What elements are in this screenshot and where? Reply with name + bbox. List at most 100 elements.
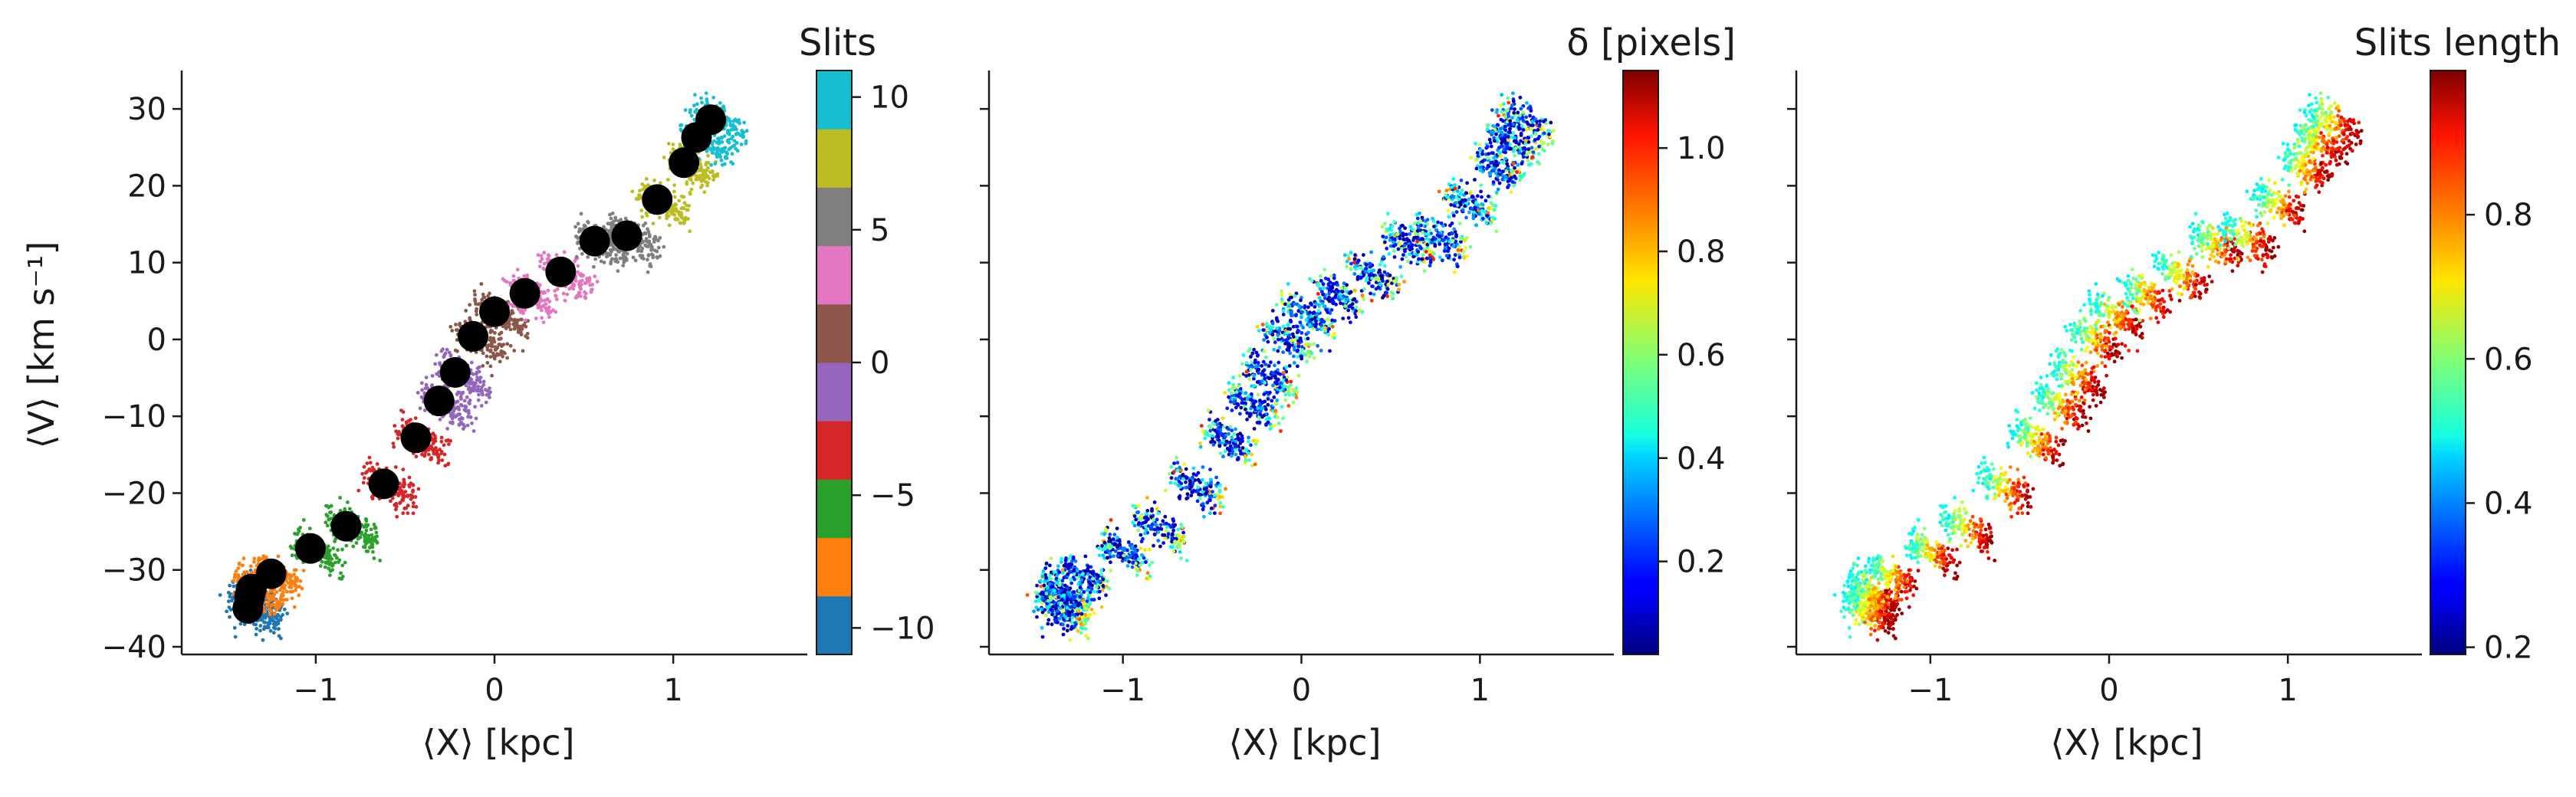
slit-point xyxy=(297,584,301,589)
delta-point xyxy=(1327,287,1332,292)
slit-point xyxy=(267,599,271,604)
delta-point xyxy=(1293,361,1296,365)
delta-point xyxy=(1141,521,1145,525)
delta-point-cloud xyxy=(1025,91,1556,642)
delta-point xyxy=(1125,548,1129,553)
delta-point xyxy=(1224,487,1227,491)
slit-point xyxy=(250,570,255,575)
slit-point xyxy=(468,382,472,386)
colorbar-label-slits: Slits xyxy=(799,21,876,64)
slit-point xyxy=(245,570,249,574)
slit-point xyxy=(416,391,420,395)
slit-point xyxy=(472,289,477,294)
delta-point xyxy=(1145,496,1149,500)
slit-point xyxy=(324,520,328,525)
delta-point xyxy=(1296,344,1301,349)
slit-point xyxy=(700,100,704,105)
slit-point xyxy=(416,487,421,491)
delta-point xyxy=(1043,566,1048,570)
slit-point xyxy=(264,612,268,617)
delta-point xyxy=(1127,559,1132,564)
slit-point xyxy=(477,365,481,369)
delta-point xyxy=(1066,566,1070,571)
slit-point xyxy=(488,348,493,353)
delta-point xyxy=(1039,607,1043,612)
delta-point xyxy=(1063,558,1068,562)
slit-point xyxy=(726,138,731,142)
delta-point xyxy=(1249,354,1253,359)
delta-point xyxy=(1314,313,1319,317)
slit-point xyxy=(226,590,231,595)
slit-point xyxy=(619,218,623,222)
slit-point xyxy=(649,248,653,252)
delta-point xyxy=(1145,509,1150,513)
slit-point xyxy=(565,292,570,297)
delta-point xyxy=(1057,617,1062,621)
delta-point xyxy=(1300,315,1303,320)
delta-point xyxy=(1322,267,1327,272)
x-axis-label-slits: ⟨X⟩ [kpc] xyxy=(422,722,574,763)
delta-point xyxy=(1214,419,1217,423)
delta-point xyxy=(1261,328,1266,332)
delta-point xyxy=(1369,298,1374,303)
slit-point xyxy=(670,212,675,216)
delta-point xyxy=(1189,494,1194,497)
slit-point xyxy=(274,602,279,606)
delta-point xyxy=(1197,492,1201,497)
slit-point xyxy=(744,141,748,146)
slit-point xyxy=(689,187,694,192)
delta-point xyxy=(1326,282,1331,286)
slit-point xyxy=(364,549,369,553)
delta-point xyxy=(1179,556,1183,560)
delta-point xyxy=(1128,543,1132,547)
slit-center-marker xyxy=(368,468,399,500)
slit-point xyxy=(274,590,279,594)
slit-point xyxy=(356,488,361,493)
slit-point xyxy=(344,543,349,548)
x-tick-label: −1 xyxy=(293,673,338,708)
slit-point xyxy=(476,385,481,389)
delta-point xyxy=(1057,578,1062,582)
slit-point xyxy=(667,223,672,228)
delta-point xyxy=(1299,298,1303,303)
slit-point xyxy=(479,282,484,286)
slit-point xyxy=(273,626,278,631)
slit-point xyxy=(469,360,474,365)
slit-point xyxy=(501,343,506,346)
slit-point xyxy=(449,439,452,443)
delta-point xyxy=(1244,361,1249,366)
delta-point xyxy=(1066,613,1071,618)
delta-point xyxy=(1078,595,1082,599)
slit-point xyxy=(673,202,677,206)
slit-point xyxy=(367,455,372,460)
slit-point xyxy=(545,297,550,301)
slit-point xyxy=(467,412,471,415)
slit-point xyxy=(362,476,366,480)
delta-point xyxy=(1132,523,1137,528)
slit-point xyxy=(574,254,579,259)
delta-point xyxy=(1218,483,1222,487)
slit-point xyxy=(540,316,544,320)
delta-point xyxy=(1312,356,1316,360)
delta-point xyxy=(1198,496,1202,500)
delta-point xyxy=(1133,504,1137,509)
delta-point xyxy=(1281,313,1286,317)
delta-point xyxy=(1115,526,1119,530)
slit-point xyxy=(685,208,690,212)
delta-point xyxy=(1316,327,1319,332)
slit-point xyxy=(462,398,467,403)
delta-point xyxy=(1209,507,1214,510)
delta-point xyxy=(1251,438,1256,443)
slit-point xyxy=(419,381,424,385)
slit-point xyxy=(278,588,282,592)
delta-point xyxy=(1263,355,1268,359)
slit-point xyxy=(337,576,342,581)
delta-point xyxy=(1182,462,1187,466)
delta-point xyxy=(1296,348,1300,353)
delta-point xyxy=(1076,603,1080,608)
delta-point xyxy=(1319,326,1324,331)
delta-point xyxy=(1336,289,1340,294)
slit-point xyxy=(422,408,427,412)
delta-point xyxy=(1326,333,1330,336)
delta-point xyxy=(1308,343,1313,346)
